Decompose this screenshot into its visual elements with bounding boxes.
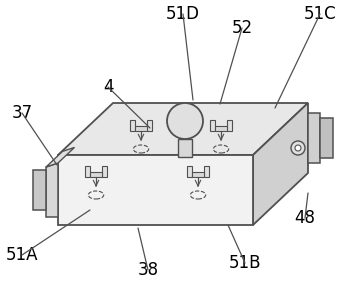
- Bar: [147, 120, 152, 131]
- Bar: [215, 126, 227, 131]
- Text: 4: 4: [103, 78, 113, 96]
- Bar: [227, 120, 232, 131]
- Text: 37: 37: [11, 104, 32, 122]
- Bar: [192, 172, 204, 177]
- Bar: [187, 166, 192, 177]
- Polygon shape: [58, 103, 308, 155]
- Bar: [58, 155, 253, 225]
- Text: 52: 52: [232, 19, 252, 37]
- Bar: [90, 172, 102, 177]
- Circle shape: [295, 145, 301, 151]
- Polygon shape: [33, 170, 46, 210]
- Text: 51C: 51C: [304, 5, 336, 23]
- Text: 51A: 51A: [6, 246, 38, 264]
- Polygon shape: [46, 163, 58, 217]
- Bar: [130, 120, 135, 131]
- Polygon shape: [308, 113, 320, 163]
- Circle shape: [167, 103, 203, 139]
- Bar: [135, 126, 147, 131]
- Text: 38: 38: [137, 261, 158, 279]
- Bar: [178, 139, 192, 157]
- Circle shape: [291, 141, 305, 155]
- Bar: [102, 166, 107, 177]
- Bar: [210, 120, 215, 131]
- Polygon shape: [253, 103, 308, 225]
- Text: 48: 48: [294, 209, 316, 227]
- Text: 51B: 51B: [229, 254, 261, 272]
- Bar: [85, 166, 90, 177]
- Text: 51D: 51D: [166, 5, 200, 23]
- Bar: [204, 166, 209, 177]
- Polygon shape: [320, 118, 333, 158]
- Polygon shape: [46, 147, 74, 167]
